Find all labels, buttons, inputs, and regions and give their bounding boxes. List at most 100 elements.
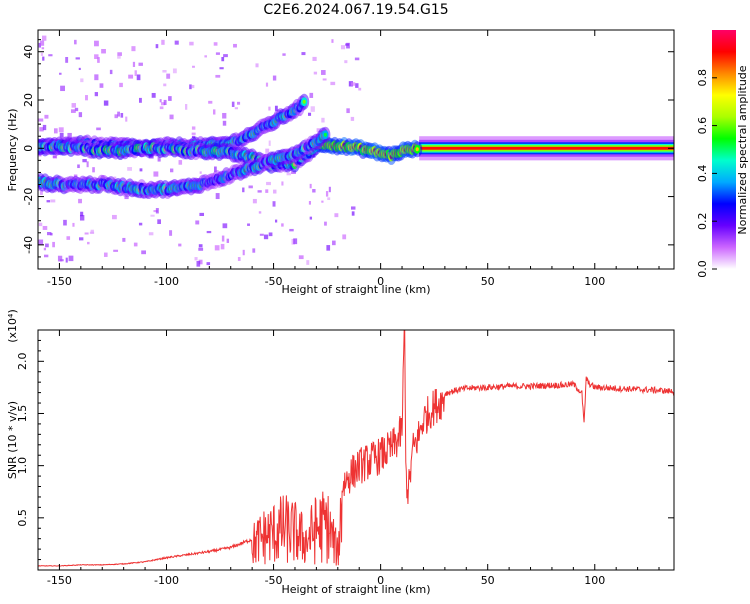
spectrogram-noise-point (60, 85, 65, 92)
colorbar-label: Normalized spectral amplitude (736, 65, 749, 234)
spectrogram-noise-point (342, 234, 347, 240)
spectrogram-noise-point (141, 250, 146, 255)
spectrogram-noise-point (128, 74, 134, 79)
spectrogram-noise-point (255, 63, 259, 68)
spectrogram-noise-point (94, 74, 99, 81)
spectrogram-noise-point (157, 156, 161, 162)
snr-y-multiplier: (x10⁴) (6, 309, 19, 343)
spectrogram-noise-point (46, 200, 51, 203)
spectrogram-x-tick-label: 100 (584, 275, 605, 288)
spectrogram-track-lower-branch (38, 126, 331, 200)
spectrogram-noise-point (222, 223, 228, 229)
snr-y-tick-label: 0.5 (16, 509, 29, 527)
spectrogram-noise-point (178, 160, 183, 165)
spectrogram-noise-point (155, 208, 159, 214)
spectrogram-noise-point (132, 61, 136, 67)
spectrogram-noise-point (266, 181, 271, 186)
spectrogram-noise-point (340, 45, 346, 50)
spectrogram-noise-point (138, 97, 142, 103)
spectrogram-noise-point (198, 244, 203, 248)
spectrogram-noise-point (169, 230, 173, 236)
spectrogram-noise-point (272, 201, 276, 207)
spectrogram-noise-point (87, 241, 90, 245)
spectrogram-noise-point (39, 189, 43, 195)
spectrogram-noise-point (68, 255, 74, 262)
spectrogram-noise-point (138, 222, 143, 226)
spectrogram-noise-point (168, 96, 172, 101)
spectrogram-noise-point (170, 168, 174, 173)
colorbar-tick-label: 0.8 (696, 69, 709, 87)
spectrogram-noise-point (198, 259, 203, 265)
colorbar-tick-label: 0.6 (696, 117, 709, 135)
spectrogram-noise-point (234, 107, 239, 110)
spectrogram-noise-point (221, 235, 225, 242)
spectrogram-noise-point (237, 101, 241, 105)
spectrogram-noise-point (309, 216, 313, 220)
spectrogram-noise-point (163, 83, 167, 87)
spectrogram-noise-point (312, 56, 317, 61)
snr-y-tick-label: 1.0 (16, 457, 29, 475)
spectrogram-noise-point (43, 247, 47, 251)
spectrogram-noise-point (94, 40, 99, 47)
spectrogram-noise-point (192, 65, 195, 68)
spectrogram-noise-point (350, 116, 355, 121)
spectrogram-noise-point (50, 199, 56, 203)
spectrogram-noise-point (52, 155, 57, 158)
spectrogram-band-layer (419, 146, 674, 150)
spectrogram-noise-point (53, 128, 58, 134)
snr-y-label: SNR (10 * v/v) (6, 401, 19, 479)
spectrogram-noise-point (306, 260, 310, 265)
spectrogram-noise-point (274, 105, 278, 111)
spectrogram-noise-point (293, 238, 298, 245)
spectrogram-noise-point (226, 238, 230, 243)
spectrogram-noise-point (332, 240, 336, 246)
spectrogram-noise-point (101, 48, 106, 54)
spectrogram-noise-point (354, 57, 360, 61)
spectrogram-noise-point (41, 47, 45, 50)
spectrogram-noise-point (96, 127, 101, 131)
spectrogram-noise-point (94, 54, 99, 60)
spectrogram-noise-point (330, 81, 336, 86)
spectrogram-noise-point (52, 241, 55, 248)
spectrogram-noise-point (153, 210, 158, 213)
colorbar: 0.0 0.2 0.4 0.6 0.8 Normalized spectral ampl… (696, 30, 749, 278)
spectrogram-noise-point (213, 109, 216, 115)
colorbar-tick-label: 0.4 (696, 165, 709, 183)
spectrogram-noise-point (281, 181, 284, 186)
spectrogram-noise-point (38, 42, 42, 48)
snr-x-tick-label: 0 (377, 574, 384, 587)
spectrogram-x-tick-label: 0 (377, 275, 384, 288)
spectrogram-noise-point (198, 247, 204, 251)
spectrogram-noise-point (322, 78, 327, 81)
spectrogram-noise-point (58, 127, 64, 133)
spectrogram-noise-point (344, 60, 348, 64)
spectrogram-noise-point (327, 197, 331, 201)
spectrogram-noise-point (325, 191, 329, 197)
spectrogram-noise-point (358, 87, 362, 91)
spectrogram-noise-point (219, 67, 224, 70)
spectrogram-noise-point (273, 189, 277, 194)
snr-x-tick-label: -50 (265, 574, 283, 587)
spectrogram-noise-point (289, 228, 294, 232)
snr-y-tick-label: 1.5 (16, 405, 29, 423)
colorbar-ticks: 0.0 0.2 0.4 0.6 0.8 (696, 69, 717, 278)
spectrogram-noise-point (74, 39, 77, 45)
spectrogram-noise-point (172, 68, 177, 74)
spectrogram-peak (302, 99, 306, 104)
spectrogram-y-tick-label: -40 (22, 236, 35, 254)
spectrogram-noise-point (174, 40, 179, 45)
spectrogram-noise-point (134, 70, 137, 76)
spectrogram-noise-point (65, 56, 69, 63)
spectrogram-noise-point (90, 229, 94, 234)
spectrogram-noise-point (161, 102, 166, 106)
spectrogram-noise-point (313, 71, 318, 75)
spectrogram-x-tick-label: -150 (47, 275, 72, 288)
spectrogram-noise-point (39, 40, 45, 46)
spectrogram-noise-point (268, 232, 273, 237)
spectrogram-noise-point (148, 232, 154, 236)
spectrogram-noise-point (139, 168, 143, 172)
spectrogram-noise-point (242, 187, 245, 193)
spectrogram-noise-point (38, 118, 44, 122)
spectrogram-noise-point (161, 39, 165, 45)
